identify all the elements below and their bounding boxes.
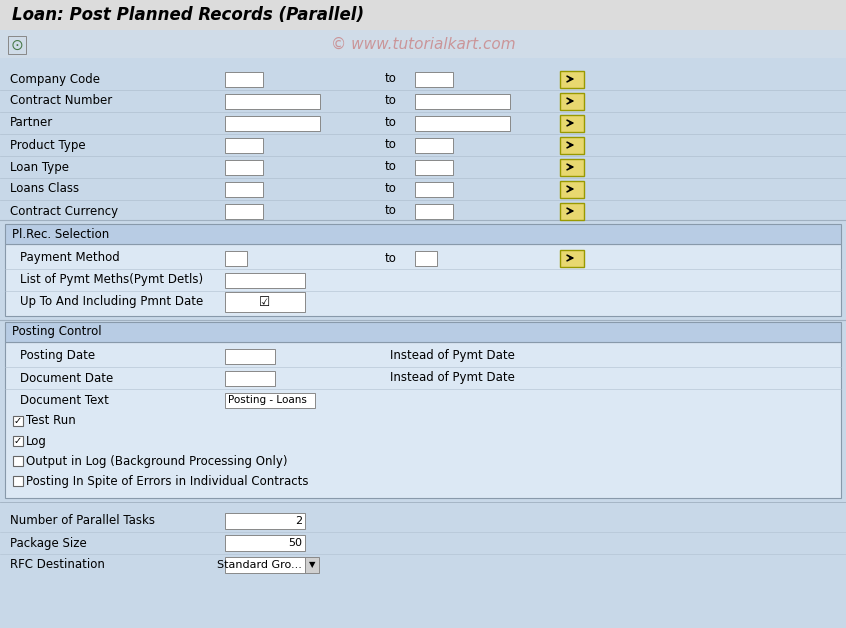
Text: List of Pymt Meths(Pymt Detls): List of Pymt Meths(Pymt Detls) xyxy=(20,274,203,286)
Text: to: to xyxy=(385,205,397,217)
Text: Posting Date: Posting Date xyxy=(20,350,95,362)
Text: to: to xyxy=(385,161,397,173)
Text: Package Size: Package Size xyxy=(10,536,87,550)
Bar xyxy=(225,138,263,153)
Text: to: to xyxy=(385,139,397,151)
Text: 50: 50 xyxy=(288,538,302,548)
Text: to: to xyxy=(385,183,397,195)
Bar xyxy=(225,392,315,408)
Text: Document Text: Document Text xyxy=(20,394,109,406)
Text: Product Type: Product Type xyxy=(10,139,85,151)
Bar xyxy=(225,181,263,197)
Bar xyxy=(560,202,584,220)
Text: ☑: ☑ xyxy=(260,296,271,308)
Bar xyxy=(13,456,23,466)
Bar xyxy=(225,535,305,551)
Bar xyxy=(225,513,305,529)
Text: to: to xyxy=(385,117,397,129)
Text: Up To And Including Pmnt Date: Up To And Including Pmnt Date xyxy=(20,296,203,308)
Bar xyxy=(560,92,584,109)
Text: Log: Log xyxy=(26,435,47,448)
Text: Posting In Spite of Errors in Individual Contracts: Posting In Spite of Errors in Individual… xyxy=(26,475,309,487)
Bar xyxy=(225,251,247,266)
Text: Loan: Post Planned Records (Parallel): Loan: Post Planned Records (Parallel) xyxy=(12,6,364,24)
Bar xyxy=(560,114,584,131)
Bar xyxy=(415,160,453,175)
Text: Number of Parallel Tasks: Number of Parallel Tasks xyxy=(10,514,155,528)
Text: ▼: ▼ xyxy=(309,561,316,570)
Bar xyxy=(225,72,263,87)
Bar xyxy=(305,557,319,573)
Text: to: to xyxy=(385,94,397,107)
Bar xyxy=(225,203,263,219)
Bar xyxy=(560,70,584,87)
Bar xyxy=(225,94,320,109)
Bar xyxy=(225,292,305,312)
Text: Pl.Rec. Selection: Pl.Rec. Selection xyxy=(12,227,109,241)
Text: Test Run: Test Run xyxy=(26,414,76,428)
Text: Instead of Pymt Date: Instead of Pymt Date xyxy=(390,350,515,362)
Bar xyxy=(225,557,305,573)
Text: RFC Destination: RFC Destination xyxy=(10,558,105,571)
Text: Loans Class: Loans Class xyxy=(10,183,80,195)
Bar xyxy=(13,476,23,486)
Bar xyxy=(560,249,584,266)
Bar xyxy=(0,30,846,58)
Bar xyxy=(5,342,841,498)
Bar xyxy=(415,72,453,87)
Text: © www.tutorialkart.com: © www.tutorialkart.com xyxy=(331,36,515,51)
Text: ✓: ✓ xyxy=(14,436,22,446)
Bar xyxy=(560,158,584,175)
Bar xyxy=(415,251,437,266)
Bar xyxy=(8,36,26,54)
Bar xyxy=(225,116,320,131)
Text: 2: 2 xyxy=(295,516,302,526)
Bar xyxy=(415,116,510,131)
Text: to: to xyxy=(385,251,397,264)
Bar xyxy=(5,322,841,342)
Text: Contract Currency: Contract Currency xyxy=(10,205,118,217)
Text: Document Date: Document Date xyxy=(20,372,113,384)
Bar xyxy=(225,349,275,364)
Text: Standard Gro...: Standard Gro... xyxy=(217,560,302,570)
Text: Payment Method: Payment Method xyxy=(20,251,120,264)
Bar xyxy=(225,371,275,386)
Text: Output in Log (Background Processing Only): Output in Log (Background Processing Onl… xyxy=(26,455,288,467)
Bar xyxy=(415,138,453,153)
Bar xyxy=(415,181,453,197)
Bar xyxy=(225,273,305,288)
Text: to: to xyxy=(385,72,397,85)
Bar xyxy=(13,416,23,426)
Text: ✓: ✓ xyxy=(14,416,22,426)
Bar xyxy=(415,94,510,109)
Bar xyxy=(560,136,584,153)
Text: Loan Type: Loan Type xyxy=(10,161,69,173)
Text: ⊙: ⊙ xyxy=(11,38,24,53)
Bar xyxy=(560,180,584,197)
Bar xyxy=(415,203,453,219)
Bar xyxy=(225,160,263,175)
Text: Posting Control: Posting Control xyxy=(12,325,102,338)
Text: Instead of Pymt Date: Instead of Pymt Date xyxy=(390,372,515,384)
Text: Posting - Loans: Posting - Loans xyxy=(228,395,307,405)
Text: Contract Number: Contract Number xyxy=(10,94,113,107)
Text: Partner: Partner xyxy=(10,117,53,129)
Bar xyxy=(0,0,846,30)
Text: Company Code: Company Code xyxy=(10,72,100,85)
Bar xyxy=(5,244,841,316)
Bar xyxy=(13,436,23,446)
Bar xyxy=(5,224,841,244)
